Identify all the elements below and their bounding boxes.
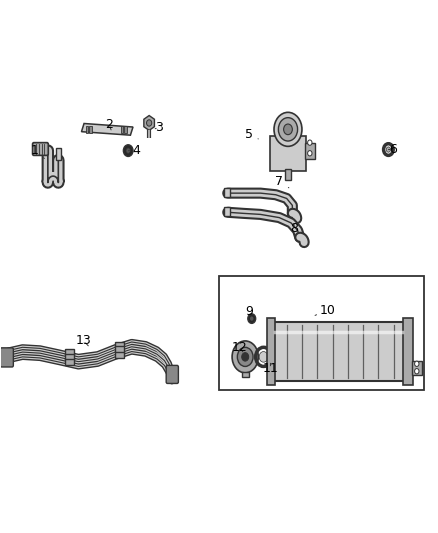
- Circle shape: [274, 112, 302, 147]
- Circle shape: [259, 352, 268, 362]
- Text: 10: 10: [315, 304, 335, 317]
- Bar: [86, 126, 88, 133]
- Text: 7: 7: [275, 175, 289, 188]
- FancyBboxPatch shape: [0, 348, 13, 367]
- Bar: [304, 143, 315, 159]
- Circle shape: [237, 348, 253, 367]
- Bar: [224, 207, 230, 216]
- Bar: [219, 276, 424, 390]
- Text: 2: 2: [105, 118, 113, 131]
- Circle shape: [232, 341, 258, 373]
- Text: 12: 12: [232, 341, 248, 354]
- Bar: [124, 126, 127, 133]
- Text: 5: 5: [245, 128, 258, 141]
- Bar: [115, 342, 124, 358]
- Circle shape: [307, 151, 312, 156]
- Circle shape: [126, 148, 131, 154]
- Bar: [286, 169, 290, 180]
- Circle shape: [307, 140, 312, 146]
- Circle shape: [250, 317, 254, 321]
- Bar: [56, 149, 61, 160]
- FancyBboxPatch shape: [166, 366, 178, 383]
- Text: 1: 1: [31, 144, 44, 158]
- Circle shape: [386, 147, 391, 152]
- Bar: [403, 318, 413, 385]
- Polygon shape: [144, 116, 155, 131]
- Circle shape: [284, 124, 292, 135]
- Text: 13: 13: [76, 334, 92, 348]
- Text: 11: 11: [263, 362, 279, 375]
- Text: 4: 4: [129, 144, 140, 157]
- Text: 9: 9: [246, 305, 254, 318]
- Bar: [224, 188, 230, 197]
- Text: 6: 6: [389, 143, 397, 156]
- Bar: [413, 361, 422, 375]
- Bar: [65, 350, 74, 366]
- Circle shape: [147, 120, 152, 126]
- Circle shape: [124, 145, 133, 157]
- Text: 8: 8: [290, 222, 298, 235]
- Circle shape: [242, 353, 249, 361]
- Bar: [267, 318, 275, 385]
- Text: 3: 3: [155, 120, 162, 134]
- Circle shape: [279, 118, 297, 141]
- Bar: [89, 126, 92, 133]
- Circle shape: [248, 314, 256, 324]
- FancyBboxPatch shape: [32, 143, 48, 156]
- Polygon shape: [81, 124, 133, 135]
- Circle shape: [415, 368, 419, 374]
- Bar: [274, 322, 405, 381]
- Bar: [270, 136, 306, 171]
- Bar: [121, 126, 124, 133]
- Bar: [242, 372, 249, 377]
- Circle shape: [415, 361, 419, 367]
